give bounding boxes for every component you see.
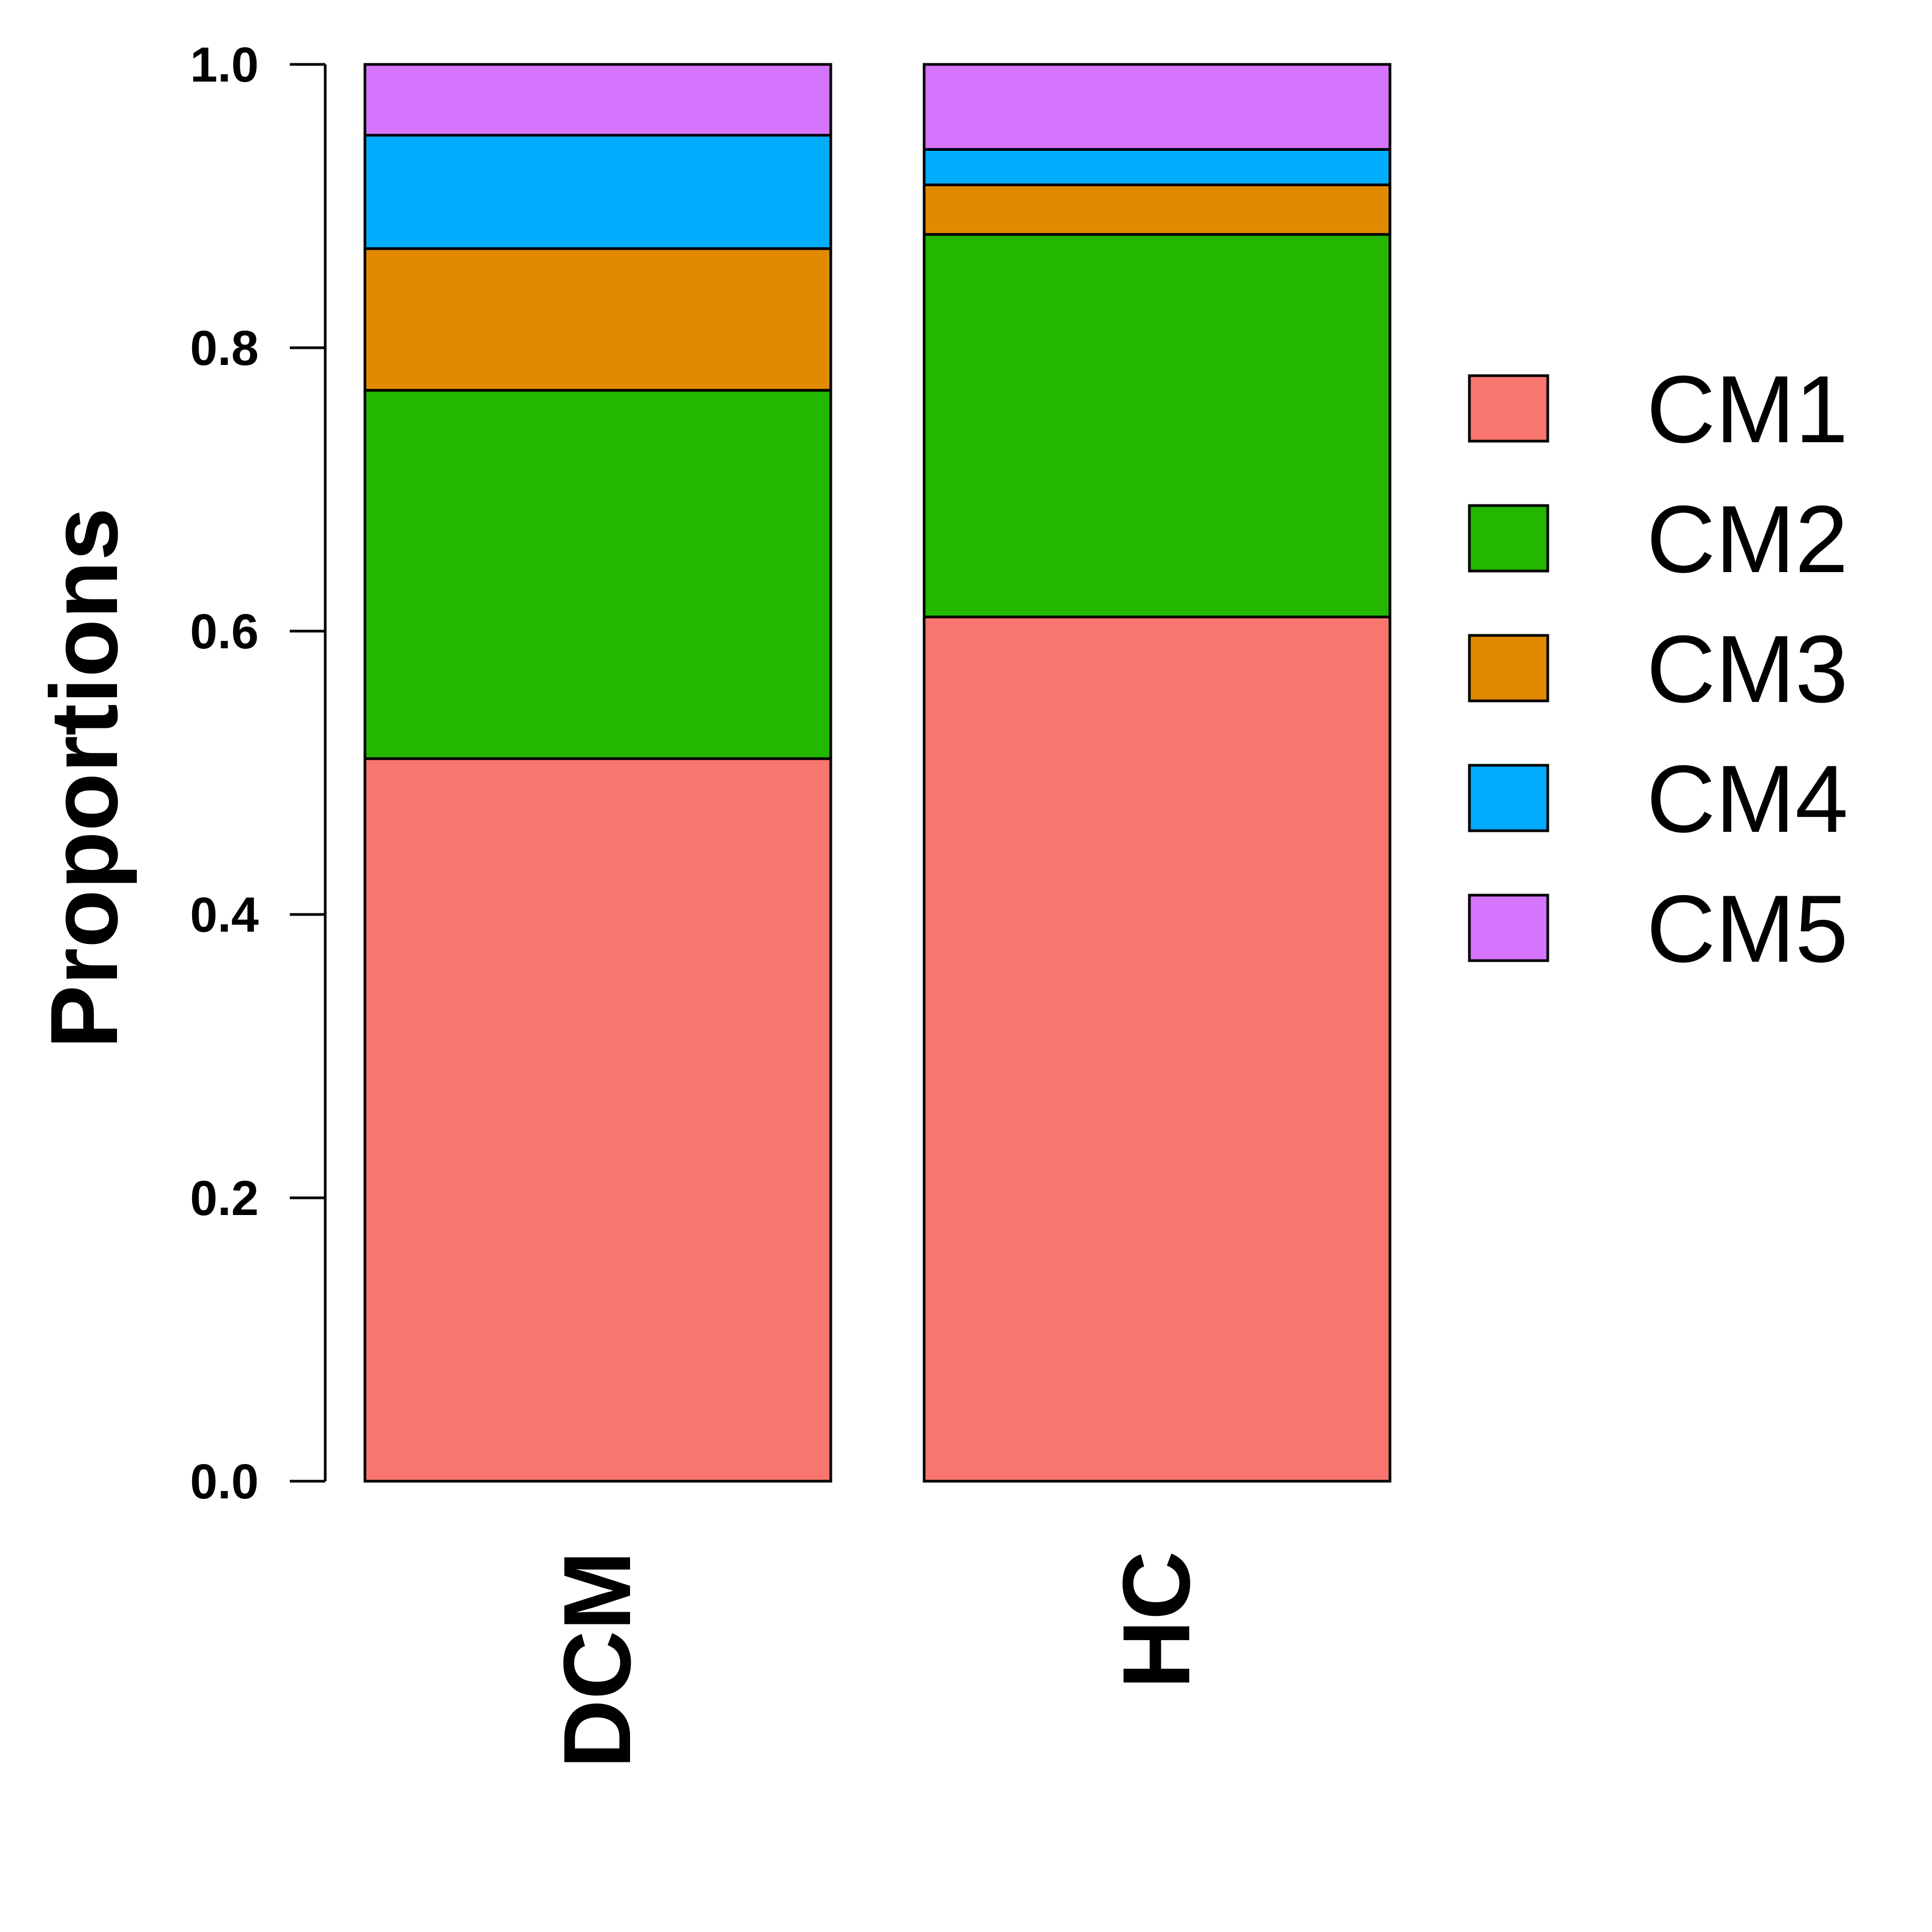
legend-swatch-cm4	[1468, 764, 1549, 832]
legend-swatch-cm1	[1468, 374, 1549, 443]
legend-label-cm2: CM2	[1646, 486, 1848, 592]
y-tick-label: 0.2	[190, 1171, 259, 1226]
bar-segment-dcm-cm2	[363, 389, 832, 760]
y-tick-label: 0.6	[190, 604, 259, 659]
x-axis-labels: DCM HC	[544, 1551, 1210, 1768]
category-label-dcm: DCM	[544, 1551, 650, 1768]
bar-segment-hc-cm2	[923, 233, 1392, 619]
legend-label-cm1: CM1	[1646, 356, 1848, 463]
bar-segment-dcm-cm3	[363, 247, 832, 392]
legend-label-cm4: CM4	[1646, 745, 1848, 852]
legend-label-cm3: CM3	[1646, 616, 1848, 722]
bar-segment-hc-cm5	[923, 63, 1392, 151]
category-label-hc: HC	[1103, 1551, 1210, 1689]
bar-segment-dcm-cm5	[363, 63, 832, 137]
bar-segment-hc-cm1	[923, 616, 1392, 1483]
bar-segment-dcm-cm4	[363, 134, 832, 250]
y-tick-label: 0.4	[190, 888, 259, 942]
y-tick-label: 0.0	[190, 1454, 259, 1509]
y-tick-label: 0.8	[190, 321, 259, 376]
bar-segment-hc-cm3	[923, 183, 1392, 236]
y-tick-label: 1.0	[190, 38, 259, 92]
y-axis-title: Proportions	[31, 508, 137, 1049]
bars-layer	[363, 63, 1392, 1483]
y-axis: 0.0 0.2 0.4 0.6 0.8 1.0	[190, 38, 327, 1509]
legend-swatch-cm3	[1468, 634, 1549, 702]
bar-segment-hc-cm4	[923, 148, 1392, 186]
bar-segment-dcm-cm1	[363, 757, 832, 1483]
legend-swatch-cm5	[1468, 894, 1549, 962]
legend-swatch-cm2	[1468, 504, 1549, 573]
legend: CM1 CM2 CM3 CM4 CM5	[1468, 356, 1848, 982]
legend-label-cm5: CM5	[1646, 875, 1848, 982]
